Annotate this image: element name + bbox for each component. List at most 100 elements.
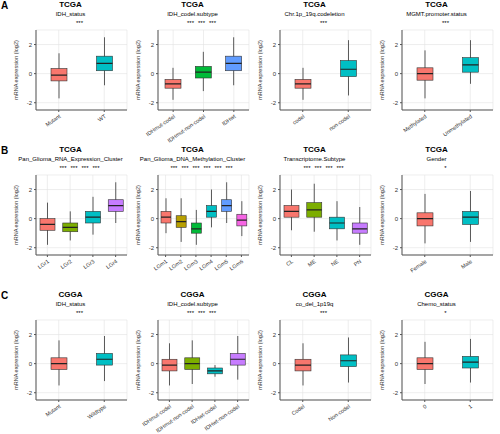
html-text:IDH_codel.subtype: IDH_codel.subtype: [167, 11, 218, 17]
svg-text:0: 0: [273, 361, 277, 367]
svg-text:mRNA expression (log2): mRNA expression (log2): [257, 330, 263, 390]
svg-text:mRNA expression (log2): mRNA expression (log2): [135, 185, 141, 245]
svg-text:-2: -2: [271, 100, 277, 106]
svg-text:IDHmut-non-codel: IDHmut-non-codel: [166, 113, 206, 144]
svg-text:2: 2: [273, 187, 277, 193]
svg-text:IDHmut-codel: IDHmut-codel: [145, 113, 176, 137]
svg-text:codel: codel: [291, 113, 305, 125]
svg-text:0: 0: [422, 403, 428, 410]
svg-text:0: 0: [151, 71, 155, 77]
html-text:TCGA: TCGA: [303, 145, 326, 154]
svg-text:mRNA expression (log2): mRNA expression (log2): [257, 185, 263, 245]
svg-text:Codel: Codel: [290, 403, 305, 416]
html-text:CGGA: CGGA: [58, 290, 83, 299]
html-text:C: C: [1, 290, 9, 301]
svg-text:1: 1: [467, 403, 473, 410]
svg-text:2: 2: [151, 332, 155, 338]
svg-text:LGr1: LGr1: [37, 258, 50, 270]
svg-text:2: 2: [29, 187, 33, 193]
svg-text:0: 0: [29, 71, 33, 77]
svg-text:-2: -2: [27, 245, 33, 251]
svg-text:2: 2: [395, 332, 399, 338]
svg-text:IDHwt-non-codel: IDHwt-non-codel: [203, 403, 240, 431]
svg-text:mRNA expression (log2): mRNA expression (log2): [379, 40, 385, 100]
svg-text:LGr3: LGr3: [82, 258, 95, 270]
svg-text:NE: NE: [330, 258, 340, 267]
svg-text:WT: WT: [97, 113, 108, 123]
svg-text:IDHmut-non-codel: IDHmut-non-codel: [155, 403, 195, 434]
svg-text:ME: ME: [307, 258, 317, 268]
svg-text:2: 2: [151, 42, 155, 48]
html-text:TCGA: TCGA: [59, 145, 82, 154]
svg-text:2: 2: [395, 42, 399, 48]
svg-text:LGm6: LGm6: [229, 258, 245, 272]
svg-text:Male: Male: [460, 258, 473, 270]
svg-text:-2: -2: [149, 390, 155, 396]
svg-text:-2: -2: [393, 245, 399, 251]
svg-text:mRNA expression (log2): mRNA expression (log2): [13, 185, 19, 245]
svg-text:-2: -2: [27, 390, 33, 396]
svg-text:LGm1: LGm1: [153, 258, 169, 272]
svg-text:2: 2: [273, 332, 277, 338]
svg-text:mRNA expression (log2): mRNA expression (log2): [379, 330, 385, 390]
svg-text:0: 0: [151, 361, 155, 367]
html-text:CGGA: CGGA: [424, 290, 449, 299]
svg-text:non-codel: non-codel: [328, 113, 351, 132]
svg-text:0: 0: [29, 216, 33, 222]
svg-text:0: 0: [151, 216, 155, 222]
svg-text:IDHmut-codel: IDHmut-codel: [141, 403, 173, 428]
svg-text:LGr4: LGr4: [105, 258, 118, 270]
svg-text:Mutant: Mutant: [44, 113, 62, 128]
html-text:TCGA: TCGA: [59, 0, 82, 9]
html-text:TCGA: TCGA: [181, 145, 204, 154]
svg-text:2: 2: [29, 332, 33, 338]
html-text:TCGA: TCGA: [425, 145, 448, 154]
svg-text:Methylated: Methylated: [402, 113, 427, 133]
svg-text:mRNA expression (log2): mRNA expression (log2): [13, 40, 19, 100]
svg-text:mRNA expression (log2): mRNA expression (log2): [379, 185, 385, 245]
svg-text:0: 0: [273, 71, 277, 77]
svg-text:LGr2: LGr2: [59, 258, 72, 270]
svg-text:Female: Female: [409, 258, 427, 273]
svg-text:0: 0: [395, 361, 399, 367]
svg-text:-2: -2: [27, 100, 33, 106]
svg-text:0: 0: [395, 216, 399, 222]
svg-text:IDHwt-codel: IDHwt-codel: [189, 403, 218, 426]
svg-text:-2: -2: [149, 245, 155, 251]
svg-text:LGm3: LGm3: [183, 258, 199, 272]
html-text:TCGA: TCGA: [425, 0, 448, 9]
svg-text:PN: PN: [353, 258, 363, 267]
svg-text:-2: -2: [393, 390, 399, 396]
svg-text:mRNA expression (log2): mRNA expression (log2): [135, 330, 141, 390]
html-text:CGGA: CGGA: [180, 290, 205, 299]
html-text:B: B: [1, 145, 9, 156]
html-text:TCGA: TCGA: [303, 0, 326, 9]
svg-text:IDHwt: IDHwt: [221, 113, 237, 127]
svg-text:-2: -2: [149, 100, 155, 106]
svg-text:-2: -2: [271, 390, 277, 396]
svg-text:-2: -2: [393, 100, 399, 106]
html-text:IDH_status: IDH_status: [55, 11, 86, 17]
svg-text:2: 2: [29, 42, 33, 48]
svg-text:LGm2: LGm2: [168, 258, 184, 272]
svg-text:2: 2: [151, 187, 155, 193]
svg-text:2: 2: [395, 187, 399, 193]
svg-text:0: 0: [29, 361, 33, 367]
svg-text:-2: -2: [271, 245, 277, 251]
svg-text:mRNA expression (log2): mRNA expression (log2): [257, 40, 263, 100]
html-text:A: A: [1, 0, 9, 11]
svg-text:mRNA expression (log2): mRNA expression (log2): [13, 330, 19, 390]
svg-text:LGm5: LGm5: [213, 258, 229, 272]
html-text:CGGA: CGGA: [302, 290, 327, 299]
svg-text:Unmethylated: Unmethylated: [442, 113, 473, 137]
svg-text:CL: CL: [285, 258, 294, 267]
svg-text:2: 2: [273, 42, 277, 48]
html-text:TCGA: TCGA: [181, 0, 204, 9]
svg-text:mRNA expression (log2): mRNA expression (log2): [135, 40, 141, 100]
svg-text:LGm4: LGm4: [198, 258, 214, 272]
svg-text:Wildtype: Wildtype: [86, 403, 107, 420]
svg-text:0: 0: [273, 216, 277, 222]
svg-text:Non-codel: Non-codel: [327, 403, 351, 422]
svg-text:Mutant: Mutant: [44, 403, 62, 418]
svg-text:0: 0: [395, 71, 399, 77]
